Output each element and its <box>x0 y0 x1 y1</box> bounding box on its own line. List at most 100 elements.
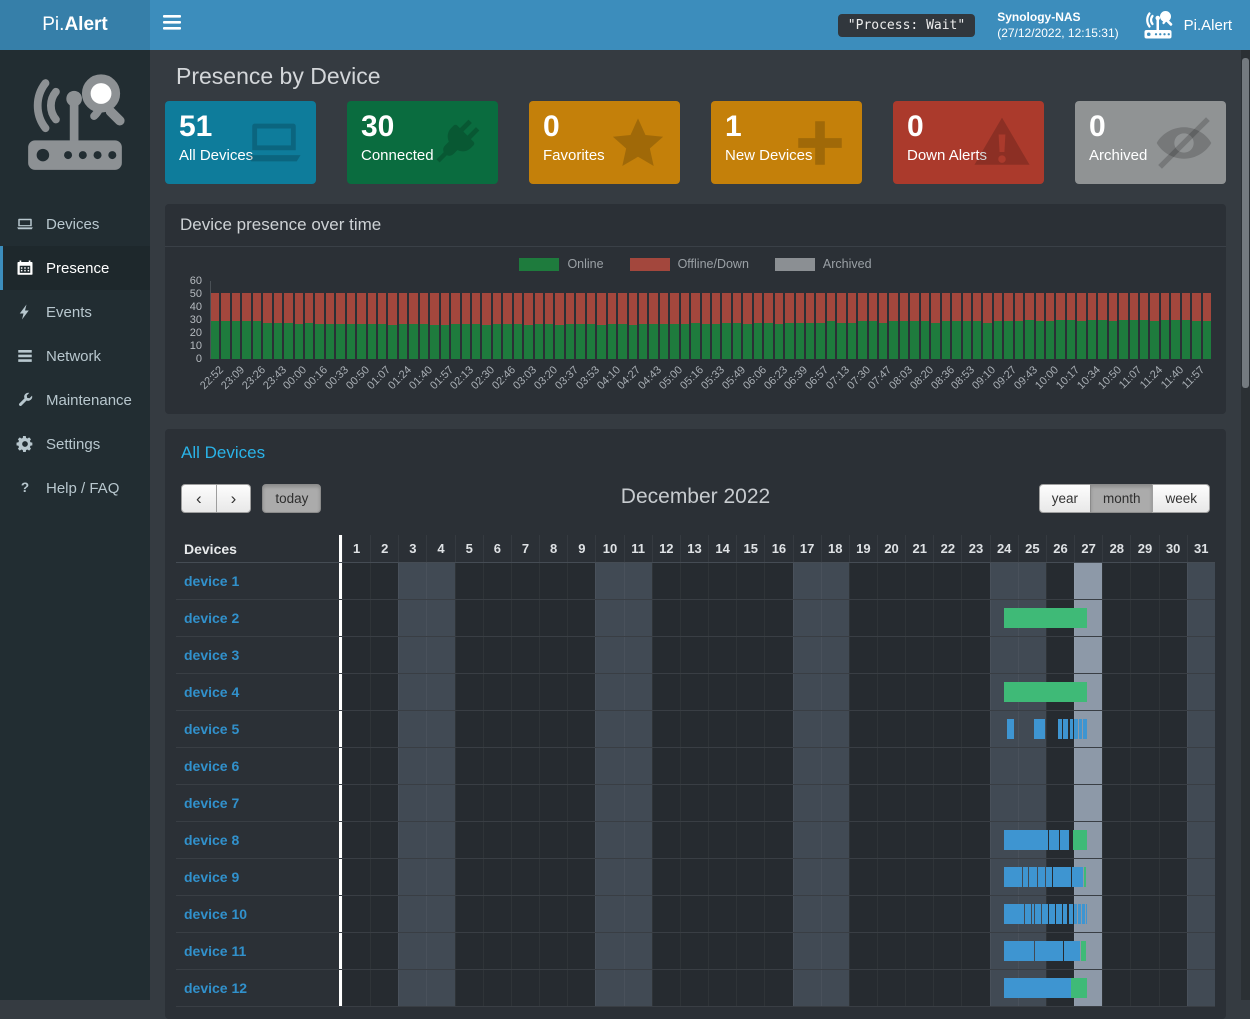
stat-box-favorites[interactable]: 0 Favorites <box>529 101 680 184</box>
day-cell-9 <box>567 896 595 932</box>
sidebar-item-help-faq[interactable]: ? Help / FAQ <box>0 466 150 510</box>
stacked-bar <box>419 281 429 359</box>
day-cell-17 <box>792 600 821 636</box>
day-cell-2 <box>370 711 398 747</box>
stat-label: Archived <box>1089 147 1148 164</box>
device-name-cell: device 5 <box>176 711 339 747</box>
app-badge[interactable]: Pi.Alert <box>1141 10 1232 40</box>
device-link[interactable]: device 7 <box>184 795 240 811</box>
year-view-button[interactable]: year <box>1038 484 1091 513</box>
day-cell-4 <box>426 933 455 969</box>
day-header-20: 20 <box>876 535 905 562</box>
day-cell-17 <box>792 637 821 673</box>
legend-item-offline-down[interactable]: Offline/Down <box>629 257 749 271</box>
day-cell-30 <box>1158 933 1187 969</box>
next-button[interactable]: › <box>215 484 252 513</box>
day-cell-31 <box>1186 822 1215 858</box>
chart-legend: Online Offline/Down Archived <box>180 257 1211 271</box>
month-view-button[interactable]: month <box>1089 484 1154 513</box>
day-cell-10 <box>595 674 624 710</box>
sidebar-item-devices[interactable]: Devices <box>0 202 150 246</box>
stacked-bar <box>879 281 888 359</box>
day-cell-1 <box>342 711 370 747</box>
today-button[interactable]: today <box>262 484 322 513</box>
day-cell-17 <box>792 859 821 895</box>
day-cell-21 <box>905 859 933 895</box>
eye-slash-icon <box>1155 114 1213 172</box>
presence-segment-blue <box>1078 719 1082 739</box>
device-link[interactable]: device 11 <box>184 943 247 959</box>
presence-segment-blue <box>1004 941 1034 961</box>
stacked-bar <box>753 281 763 359</box>
day-cell-22 <box>933 563 961 599</box>
day-cell-2 <box>370 600 398 636</box>
sidebar-item-settings[interactable]: Settings <box>0 422 150 466</box>
day-cell-8 <box>539 637 567 673</box>
sidebar-item-maintenance[interactable]: Maintenance <box>0 378 150 422</box>
sidebar-toggle-button[interactable] <box>150 0 194 50</box>
device-link[interactable]: device 4 <box>184 684 240 700</box>
stat-box-archived[interactable]: 0 Archived <box>1075 101 1226 184</box>
day-cell-1 <box>342 933 370 969</box>
device-link[interactable]: device 9 <box>184 869 240 885</box>
device-link[interactable]: device 12 <box>184 980 248 996</box>
device-link[interactable]: device 8 <box>184 832 240 848</box>
day-cell-28 <box>1102 822 1130 858</box>
sidebar-item-label: Help / FAQ <box>46 479 120 497</box>
prev-button[interactable]: ‹ <box>181 484 217 513</box>
sidebar-item-events[interactable]: Events <box>0 290 150 334</box>
stacked-bar <box>284 281 293 359</box>
sidebar-item-presence[interactable]: Presence <box>0 246 150 290</box>
day-cell-31 <box>1186 600 1215 636</box>
sidebar-item-network[interactable]: Network <box>0 334 150 378</box>
presence-segment-green <box>1004 608 1088 628</box>
legend-item-online[interactable]: Online <box>519 257 604 271</box>
column-separator <box>339 600 342 636</box>
device-timeline <box>342 600 1215 636</box>
day-cell-4 <box>426 637 455 673</box>
day-cell-17 <box>792 711 821 747</box>
day-cell-12 <box>651 637 680 673</box>
day-cell-15 <box>736 748 764 784</box>
day-header-24: 24 <box>989 535 1018 562</box>
device-link[interactable]: device 6 <box>184 758 240 774</box>
presence-icon <box>15 258 35 278</box>
day-cell-12 <box>651 896 680 932</box>
day-header-28: 28 <box>1102 535 1130 562</box>
scrollbar-thumb[interactable] <box>1242 58 1249 388</box>
sidebar-menu: Devices Presence Events Network Maintena… <box>0 202 150 510</box>
day-cell-16 <box>764 970 792 1006</box>
device-name-cell: device 7 <box>176 785 339 821</box>
device-link[interactable]: device 3 <box>184 647 240 663</box>
stacked-bar <box>638 281 648 359</box>
device-link[interactable]: device 2 <box>184 610 240 626</box>
day-cell-23 <box>961 785 989 821</box>
day-cell-31 <box>1186 637 1215 673</box>
device-link[interactable]: device 5 <box>184 721 240 737</box>
day-cell-30 <box>1158 822 1187 858</box>
stat-box-down-alerts[interactable]: 0 Down Alerts <box>893 101 1044 184</box>
day-cell-21 <box>905 748 933 784</box>
day-cell-1 <box>342 748 370 784</box>
stacked-bar <box>565 281 575 359</box>
day-cell-29 <box>1130 711 1158 747</box>
day-cell-21 <box>905 933 933 969</box>
day-cell-14 <box>708 859 736 895</box>
stat-box-new-devices[interactable]: 1 New Devices <box>711 101 862 184</box>
scrollbar-track[interactable] <box>1241 50 1250 1000</box>
day-cell-15 <box>736 896 764 932</box>
stat-box-connected[interactable]: 30 Connected <box>347 101 498 184</box>
legend-item-archived[interactable]: Archived <box>774 257 872 271</box>
week-view-button[interactable]: week <box>1152 484 1210 513</box>
day-header-7: 7 <box>510 535 539 562</box>
brand-logo[interactable]: Pi. Alert <box>0 0 150 50</box>
stat-value: 0 <box>543 110 560 143</box>
day-cell-11 <box>623 600 652 636</box>
presence-segment-blue <box>1057 719 1062 739</box>
device-link[interactable]: device 1 <box>184 573 240 589</box>
device-link[interactable]: device 10 <box>184 906 248 922</box>
presence-segment-blue <box>1022 867 1028 887</box>
stacked-bar <box>1014 281 1024 359</box>
day-cell-30 <box>1158 637 1187 673</box>
stat-box-all-devices[interactable]: 51 All Devices <box>165 101 316 184</box>
